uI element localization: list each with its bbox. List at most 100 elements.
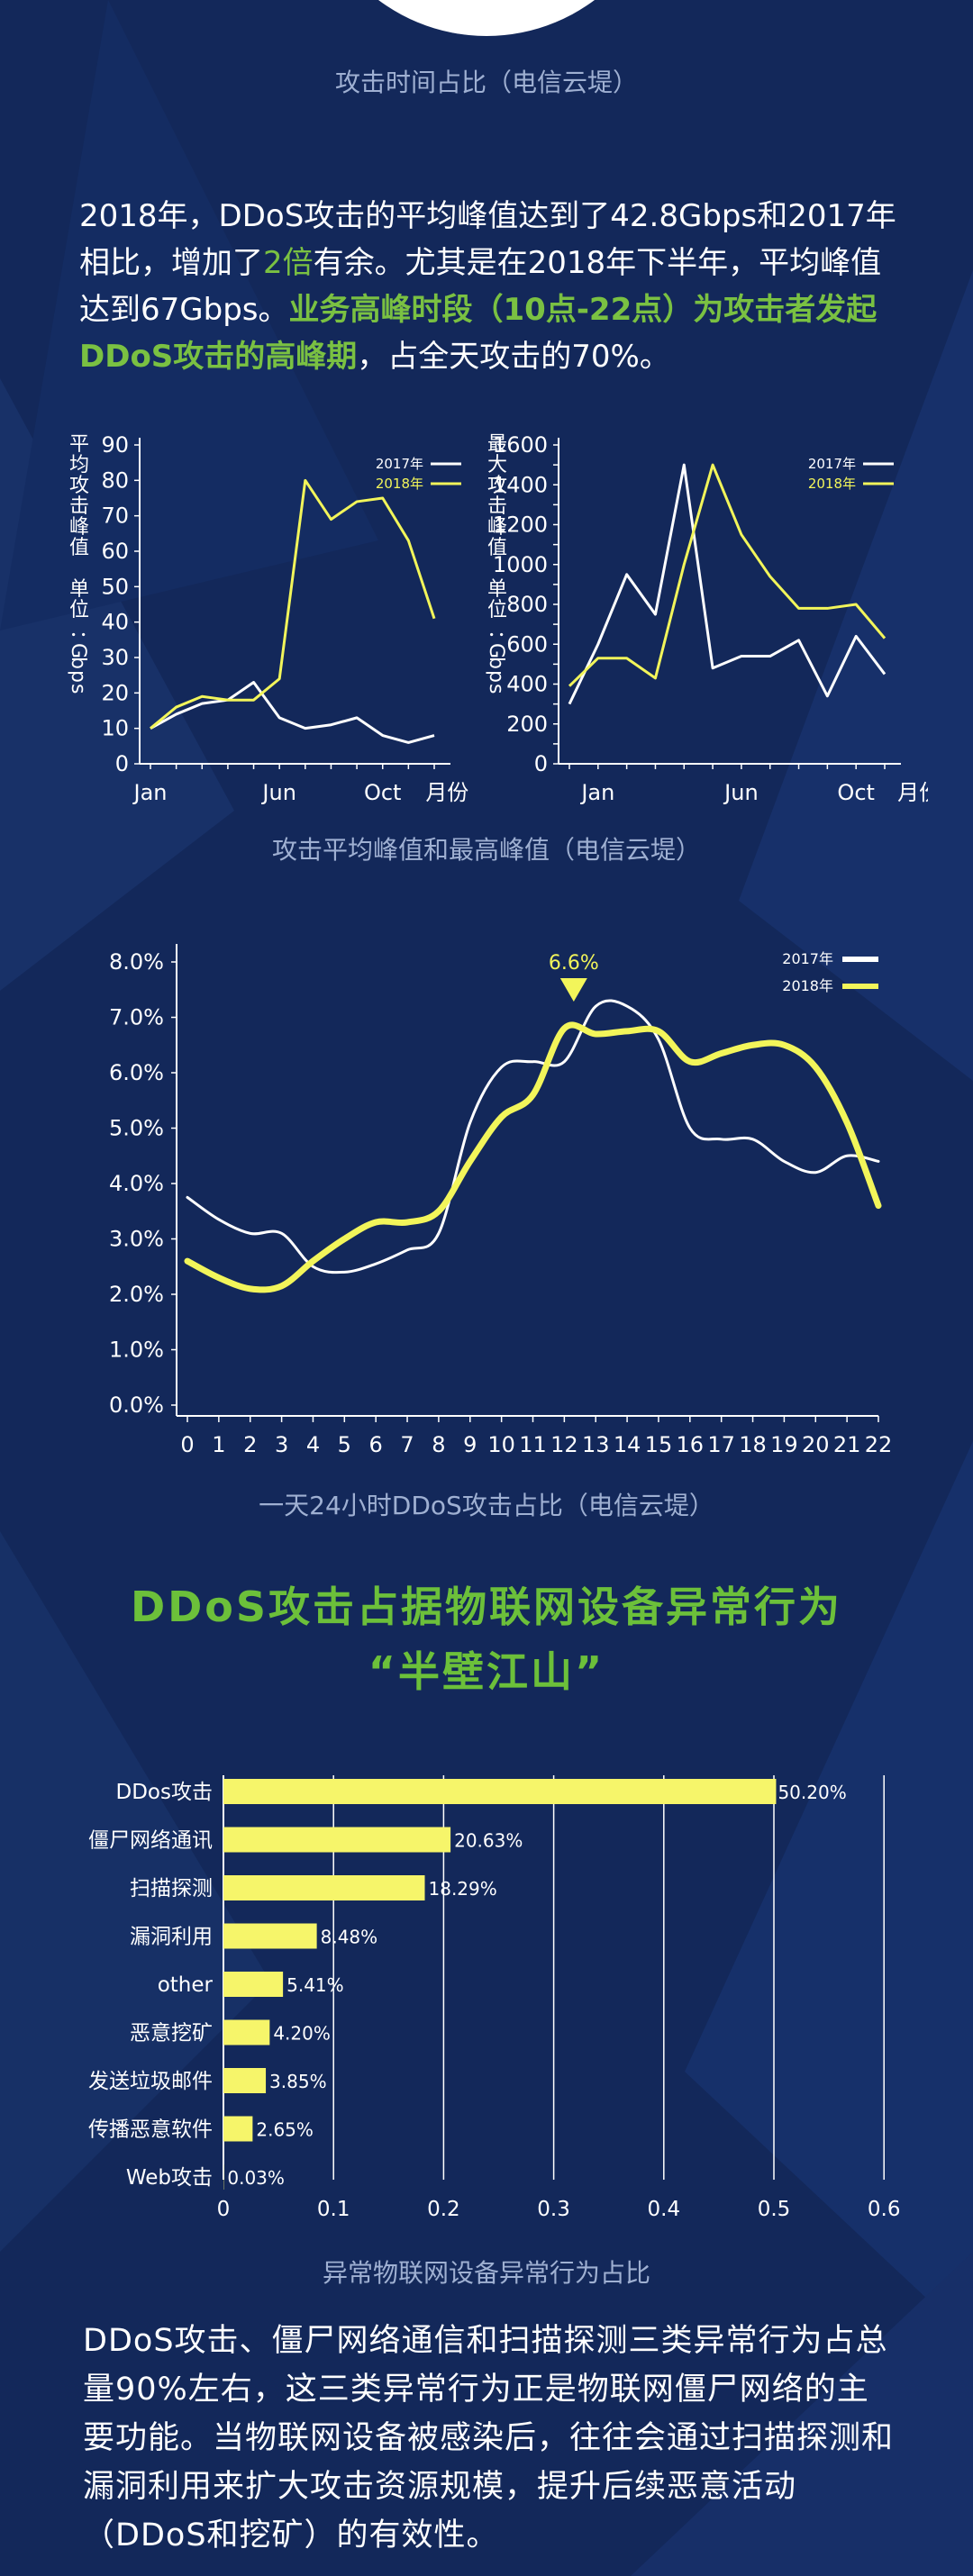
x-tick-label: 0.4: [648, 2198, 681, 2221]
x-tick-label: 17: [707, 1432, 735, 1457]
x-tick-label: 14: [614, 1432, 641, 1457]
y-axis-label-char: 单: [69, 578, 89, 601]
y-axis-label-char: 最: [487, 433, 507, 456]
bar-category-label: 扫描探测: [130, 1877, 213, 1900]
x-tick-label: Oct: [837, 780, 875, 805]
y-tick-label: 600: [506, 631, 548, 657]
bar-value-label: 18.29%: [429, 1878, 497, 1900]
section-title-line2: “半壁江山”: [368, 1647, 605, 1696]
y-tick-label: 10: [101, 716, 129, 741]
hourly-line-chart: 0.0%1.0%2.0%3.0%4.0%5.0%6.0%7.0%8.0%0 1 2 3…: [109, 944, 892, 1457]
x-tick-label: 19: [770, 1432, 798, 1457]
x-tick-label: Jan: [579, 780, 614, 805]
y-axis-label-char: ：: [67, 630, 89, 649]
y-axis-label-char: s: [67, 684, 89, 694]
legend-label: 2017年: [782, 950, 833, 967]
x-tick-label: 0.1: [317, 2198, 350, 2221]
x-tick-label: Jun: [260, 780, 296, 805]
bar-category-label: 僵尸网络通讯: [88, 1829, 213, 1853]
y-axis-label-char: 击: [487, 495, 507, 518]
y-axis-label-char: 平: [69, 433, 89, 456]
y-tick-label: 30: [101, 645, 129, 670]
caption-iot-chart: 异常物联网设备异常行为占比: [322, 2258, 650, 2288]
y-tick-label: 3.0%: [109, 1227, 164, 1252]
bar-7: [223, 2068, 267, 2093]
bar-value-label: 5.41%: [286, 1974, 344, 1996]
bar-category-label: other: [158, 1973, 214, 1997]
bar-1: [223, 1779, 777, 1804]
bar-8: [223, 2116, 253, 2142]
y-axis-label-char: 峰: [69, 516, 89, 539]
y-tick-label: 40: [101, 610, 129, 635]
intro-paragraph: 2018年，DDoS攻击的平均峰值达到了42.8Gbps和2017年相比，增加了…: [79, 193, 899, 380]
y-axis-label-char: 值: [487, 537, 507, 559]
closing-paragraph: DDoS攻击、僵尸网络通信和扫描探测三类异常行为占总量90%左右，这三类异常行为…: [83, 2323, 895, 2553]
y-axis-label-char: 位: [69, 599, 89, 621]
y-tick-label: 0: [115, 751, 129, 776]
y-axis-label-char: b: [485, 657, 507, 669]
bar-category-label: 漏洞利用: [130, 1926, 213, 1949]
y-tick-label: 1.0%: [109, 1338, 164, 1363]
y-axis-label-char: 击: [69, 495, 89, 518]
bar-value-label: 3.85%: [269, 2071, 327, 2092]
y-axis-label-char: s: [485, 684, 507, 694]
max-peak-line-chart: 0 200 400 600 800 1000 1200 1400 1600 Jan Jun Oct 月份…: [485, 432, 928, 805]
section-title: DDoS攻击占据物联网设备异常行为 “半壁江山”: [0, 1574, 973, 1704]
intro-text-1: 2018年，DDoS攻击的平均峰值达到了42.8Gbps和2017年相比，增加了: [79, 198, 896, 281]
y-tick-label: 400: [506, 672, 548, 697]
series-line-2018年: [184, 1021, 882, 1293]
iot-behavior-bar-chart: 0 0.1 0.2 0.3 0.4 0.5 0.6 DDos攻击 50.20% 僵尸网络通讯 20.…: [88, 1775, 900, 2221]
y-axis-label-char: G: [485, 643, 507, 658]
y-tick-label: 800: [506, 592, 548, 617]
x-tick-label: 0.3: [537, 2198, 570, 2221]
x-tick-label: 12: [550, 1432, 578, 1457]
bar-value-label: 0.03%: [227, 2167, 285, 2189]
peak-annotation-marker: [559, 978, 587, 1002]
bar-value-label: 2.65%: [256, 2119, 314, 2141]
x-tick-label: 月份: [897, 780, 928, 805]
bar-category-label: 恶意挖矿: [130, 2022, 213, 2045]
legend-label: 2017年: [808, 456, 856, 472]
bar-category-label: Web攻击: [126, 2166, 213, 2190]
x-tick-label: 7: [400, 1432, 414, 1457]
y-axis-label-char: 均: [69, 454, 89, 476]
y-axis-label-char: 峰: [487, 516, 507, 539]
x-tick-label: 3: [275, 1432, 288, 1457]
series-line-2018年: [568, 463, 887, 687]
section-title-line1: DDoS攻击占据物联网设备异常行为: [130, 1583, 843, 1631]
x-tick-label: 2: [243, 1432, 257, 1457]
y-axis-label-char: 大: [487, 454, 507, 476]
y-tick-label: 90: [101, 432, 129, 458]
bar-4: [223, 1923, 317, 1949]
y-tick-label: 70: [101, 503, 129, 529]
y-tick-label: 50: [101, 574, 129, 599]
y-axis-label-char: p: [485, 670, 507, 683]
y-tick-label: 2.0%: [109, 1282, 164, 1307]
y-axis-label-char: 攻: [69, 475, 89, 497]
y-tick-label: 1000: [493, 552, 548, 577]
x-tick-label: Oct: [364, 780, 402, 805]
y-axis-label-char: 攻: [487, 475, 507, 497]
y-axis-label-char: G: [67, 643, 89, 658]
x-tick-label: 1: [212, 1432, 225, 1457]
x-tick-label: 月份: [425, 780, 468, 805]
legend-label: 2017年: [376, 456, 423, 472]
caption-attack-time-share: 攻击时间占比（电信云堤）: [334, 68, 638, 97]
x-tick-label: 21: [833, 1432, 861, 1457]
bar-6: [223, 2019, 270, 2045]
bar-value-label: 50.20%: [777, 1782, 846, 1803]
bar-value-label: 20.63%: [454, 1830, 523, 1852]
y-tick-label: 1600: [493, 432, 548, 458]
x-tick-label: 0.2: [427, 2198, 460, 2221]
x-tick-label: 0: [180, 1432, 194, 1457]
legend-label: 2018年: [782, 977, 833, 994]
y-tick-label: 60: [101, 539, 129, 564]
y-axis-label-char: p: [67, 670, 89, 683]
y-axis-label-char: 单: [487, 578, 507, 601]
x-tick-label: 4: [306, 1432, 320, 1457]
x-tick-label: 5: [338, 1432, 351, 1457]
caption-hourly-chart: 一天24小时DDoS攻击占比（电信云堤）: [259, 1491, 714, 1520]
x-tick-label: 9: [463, 1432, 477, 1457]
